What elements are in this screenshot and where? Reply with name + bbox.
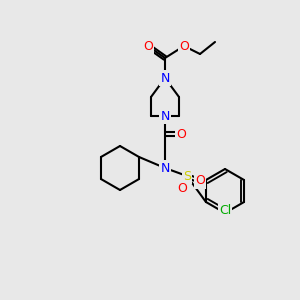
Text: O: O — [176, 128, 186, 140]
Text: O: O — [179, 40, 189, 52]
Text: N: N — [160, 161, 170, 175]
Text: O: O — [143, 40, 153, 52]
Text: O: O — [177, 182, 187, 196]
Text: S: S — [183, 169, 191, 182]
Text: N: N — [160, 110, 170, 122]
Text: Cl: Cl — [219, 205, 231, 218]
Text: O: O — [195, 175, 205, 188]
Text: N: N — [160, 71, 170, 85]
